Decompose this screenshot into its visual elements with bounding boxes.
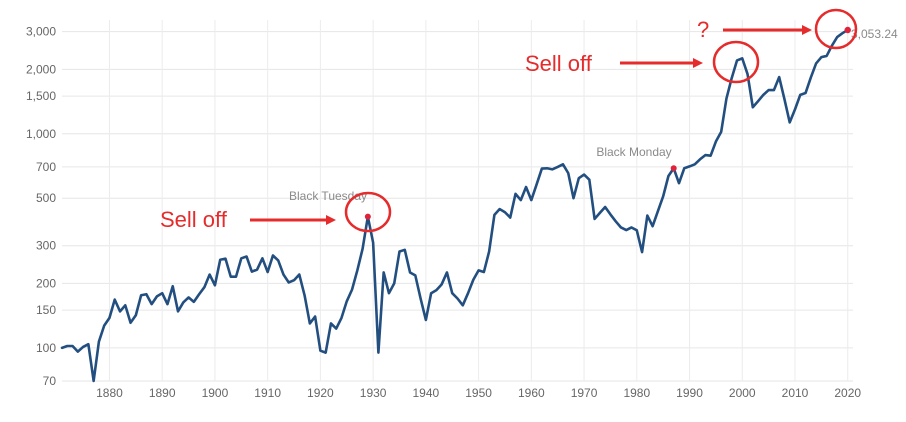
x-tick-label: 1890 <box>149 386 176 400</box>
event-markers <box>364 26 851 220</box>
index-series-line <box>60 28 850 383</box>
x-tick-label: 1970 <box>571 386 598 400</box>
y-tick-label: 3,000 <box>26 25 56 39</box>
circle-2020-current <box>814 8 858 50</box>
y-axis-tick-labels: 70 100 150 200 300 500 700 1,000 1,500 2,000 3,000 <box>26 25 56 388</box>
sell-off-label-1929: Sell off <box>160 207 228 232</box>
y-tick-label: 700 <box>36 160 56 174</box>
x-tick-label: 1930 <box>360 386 387 400</box>
sell-off-label-2000: Sell off <box>525 51 593 76</box>
end-value-label: 3,053.24 <box>851 27 898 41</box>
y-tick-label: 500 <box>36 191 56 205</box>
x-tick-label: 2000 <box>729 386 756 400</box>
x-tick-label: 1900 <box>202 386 229 400</box>
y-tick-label: 70 <box>43 374 57 388</box>
y-tick-label: 100 <box>36 341 56 355</box>
x-tick-label: 1920 <box>307 386 334 400</box>
series-line-group <box>60 28 850 383</box>
x-tick-label: 2020 <box>834 386 861 400</box>
end-point-marker <box>844 26 851 34</box>
circle-2000-peak <box>712 40 760 84</box>
gridlines <box>62 20 853 382</box>
x-tick-label: 1980 <box>623 386 650 400</box>
annotation-black-monday: Black Monday <box>596 145 671 159</box>
question-mark-label: ? <box>697 17 709 42</box>
x-tick-label: 1960 <box>518 386 545 400</box>
y-tick-label: 150 <box>36 303 56 317</box>
y-tick-label: 1,000 <box>26 127 56 141</box>
x-tick-label: 1880 <box>96 386 123 400</box>
annotation-black-tuesday: Black Tuesday <box>289 189 367 203</box>
y-tick-label: 2,000 <box>26 62 56 76</box>
circle-1929-peak <box>344 191 392 233</box>
event-marker <box>670 165 677 172</box>
x-tick-label: 1940 <box>413 386 440 400</box>
x-tick-label: 2010 <box>782 386 809 400</box>
y-tick-label: 300 <box>36 239 56 253</box>
x-tick-label: 1990 <box>676 386 703 400</box>
y-tick-label: 200 <box>36 276 56 290</box>
y-tick-label: 1,500 <box>26 89 56 103</box>
x-tick-label: 1910 <box>254 386 281 400</box>
x-axis-tick-labels: 1880 1890 1900 1910 1920 1930 1940 1950 1960 1970… <box>96 386 861 400</box>
x-tick-label: 1950 <box>465 386 492 400</box>
event-marker <box>364 213 371 220</box>
